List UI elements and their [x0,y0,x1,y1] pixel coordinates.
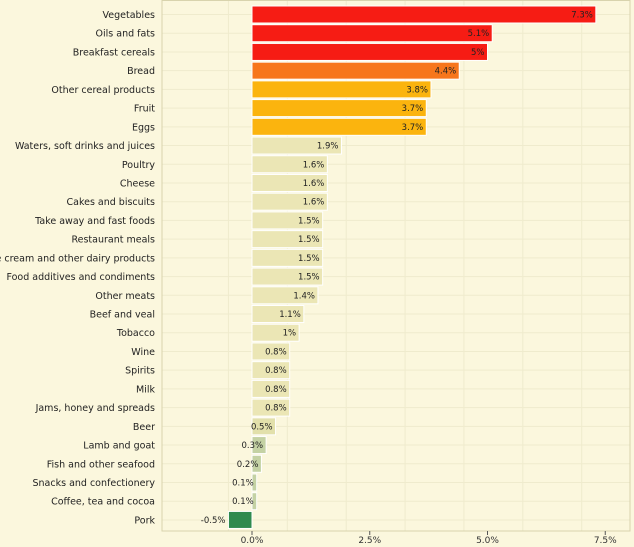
bar [251,436,267,455]
value-label: 0.2% [237,460,259,470]
category-label: Oils and fats [96,29,156,40]
bar [251,323,300,342]
value-label: 0.8% [265,385,287,395]
category-label: Vegetables [103,10,156,21]
plot-border [161,0,631,532]
bar [251,211,324,230]
category-label: Waters, soft drinks and juices [15,141,155,152]
bar [251,473,258,492]
category-label: Pork [134,515,155,526]
value-label: 1.5% [298,216,320,226]
value-label: 3.7% [402,104,424,114]
x-tick-label: 2.5% [358,536,381,546]
value-label: 1% [283,329,297,339]
category-label: Milk [136,384,155,395]
category-label: Bread [127,66,155,77]
category-label: Take away and fast foods [34,216,155,227]
bar [251,5,597,24]
bar [251,492,258,511]
value-label: 0.8% [265,366,287,376]
bar [251,286,319,305]
bar [251,80,432,99]
value-label: 1.4% [293,291,315,301]
category-label: Other meats [95,291,155,302]
value-label: 7.3% [571,11,593,21]
category-label: Breakfast cereals [73,47,155,58]
bars [227,5,597,529]
value-label: 1.9% [317,142,339,152]
category-label: Cheese [120,178,155,189]
category-label: Food additives and condiments [6,272,155,283]
bar [251,155,328,174]
value-label: 0.5% [251,422,273,432]
category-label: Fish and other seafood [47,459,155,470]
category-labels: Vegetables Oils and fats Breakfast cereals… [0,10,155,526]
value-label: 1.6% [303,198,325,208]
category-label: Other cereal products [51,85,155,96]
x-tick-label: 5.0% [476,536,499,546]
bar [251,305,305,324]
value-label: 0.1% [232,497,254,507]
value-label: 5.1% [468,29,490,39]
bar [251,192,328,211]
value-label: 1.6% [303,160,325,170]
category-label: Cakes and biscuits [66,197,155,208]
bar [251,61,460,80]
value-label: 1.1% [279,310,301,320]
x-tick-label: 0.0% [241,536,264,546]
value-label: -0.5% [201,516,226,526]
category-label: Poultry [122,160,155,171]
category-label: Spirits [125,366,155,377]
x-axis-ticks: 0.0% 2.5% 5.0% 7.5% [161,0,631,546]
value-label: 3.7% [402,123,424,133]
bar [251,342,291,361]
category-label: Coffee, tea and cocoa [51,497,155,508]
value-label: 1.6% [303,179,325,189]
bar [251,379,291,398]
bar [251,230,324,249]
value-label: 0.8% [265,347,287,357]
bar [251,398,291,417]
category-label: Eggs [132,122,155,133]
bar [227,510,253,529]
category-label: Lamb and goat [83,441,155,452]
bar [251,24,493,43]
bar [251,454,262,473]
value-label: 3.8% [406,85,428,95]
category-label: Wine [131,347,155,358]
value-label: 1.5% [298,254,320,264]
category-label: Jams, honey and spreads [35,403,155,414]
category-label: Ice cream and other dairy products [0,253,155,264]
category-label: Beef and veal [90,310,155,321]
value-label: 0.8% [265,404,287,414]
bar [251,361,291,380]
value-label: 0.1% [232,479,254,489]
bar [251,42,488,61]
x-tick-label: 7.5% [594,536,617,546]
bar [251,173,328,192]
value-label: 1.5% [298,273,320,283]
value-labels: 7.3% 5.1% 5% 4.4% 3.8% 3.7% 3.7% 1.9% 1.6% 1.6% 1.… [201,11,593,526]
bar [251,417,277,436]
bar [251,136,342,155]
category-label: Tobacco [116,328,155,339]
value-label: 0.3% [242,441,264,451]
value-label: 1.5% [298,235,320,245]
bar [251,117,427,136]
category-label: Fruit [134,104,155,115]
category-label: Beer [133,422,155,433]
category-label: Restaurant meals [71,235,155,246]
bar [251,99,427,118]
value-label: 5% [471,48,485,58]
value-label: 4.4% [435,67,457,77]
category-label: Snacks and confectionery [33,478,156,489]
bar [251,267,324,286]
bar [251,248,324,267]
